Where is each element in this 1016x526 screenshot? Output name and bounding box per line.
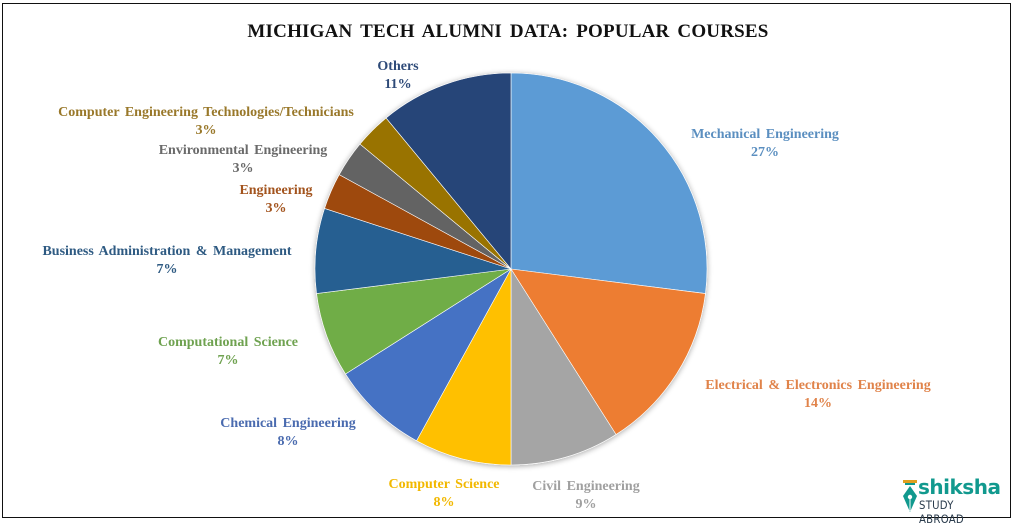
- label-name: Computer Science: [388, 477, 500, 492]
- label-computational-science: Computational Science 7%: [158, 334, 298, 370]
- label-name: Computational Science: [157, 335, 299, 350]
- pie-slice-civil-engineering: [510, 267, 617, 466]
- label-percent: 7%: [217, 353, 239, 368]
- label-environmental-engineering: Environmental Engineering 3%: [159, 142, 328, 178]
- label-name: Electrical & Electronics Engineering: [705, 378, 931, 393]
- logo-brand: shiksha: [918, 475, 1001, 499]
- label-name: Others: [377, 59, 419, 74]
- label-percent: 7%: [156, 262, 178, 277]
- label-business-administration-management: Business Administration & Management 7%: [42, 243, 291, 279]
- pie-slice-electrical-electronics-engineering: [510, 268, 706, 435]
- pie-slice-chemical-engineering: [345, 268, 512, 442]
- label-chemical-engineering: Chemical Engineering 8%: [220, 415, 355, 451]
- label-name: Environmental Engineering: [158, 143, 328, 158]
- label-name: Chemical Engineering: [220, 416, 356, 431]
- pie-slice-computer-science: [416, 268, 512, 466]
- label-mechanical-engineering: Mechanical Engineering 27%: [691, 126, 839, 162]
- label-percent: 3%: [195, 123, 217, 138]
- label-percent: 14%: [803, 396, 832, 411]
- label-percent: 27%: [750, 145, 779, 160]
- pie-slice-others: [385, 72, 512, 270]
- label-name: Business Administration & Management: [42, 244, 292, 259]
- label-computer-engineering-technologies: Computer Engineering Technologies/Techni…: [58, 104, 354, 140]
- label-name: Mechanical Engineering: [691, 127, 839, 142]
- label-percent: 8%: [433, 495, 455, 510]
- pen-nib-icon: [903, 480, 917, 512]
- label-percent: 9%: [575, 497, 597, 512]
- label-percent: 3%: [232, 161, 254, 176]
- label-percent: 11%: [384, 77, 412, 92]
- label-name: Civil Engineering: [532, 479, 640, 494]
- label-name: Computer Engineering Technologies/Techni…: [58, 105, 354, 120]
- label-name: Engineering: [239, 183, 313, 198]
- label-engineering: Engineering 3%: [239, 182, 312, 218]
- shiksha-logo: shiksha STUDY ABROAD: [898, 475, 1008, 526]
- label-civil-engineering: Civil Engineering 9%: [532, 478, 639, 514]
- label-percent: 3%: [265, 201, 287, 216]
- chart-title: MICHIGAN TECH ALUMNI DATA: POPULAR COURS…: [247, 21, 769, 42]
- logo-subtitle: STUDY ABROAD: [919, 498, 964, 526]
- label-percent: 8%: [277, 434, 299, 449]
- label-computer-science: Computer Science 8%: [389, 476, 500, 512]
- label-electrical-electronics-engineering: Electrical & Electronics Engineering 14%: [705, 377, 930, 413]
- pie-slice-mechanical-engineering: [510, 72, 708, 294]
- label-others: Others 11%: [377, 58, 418, 94]
